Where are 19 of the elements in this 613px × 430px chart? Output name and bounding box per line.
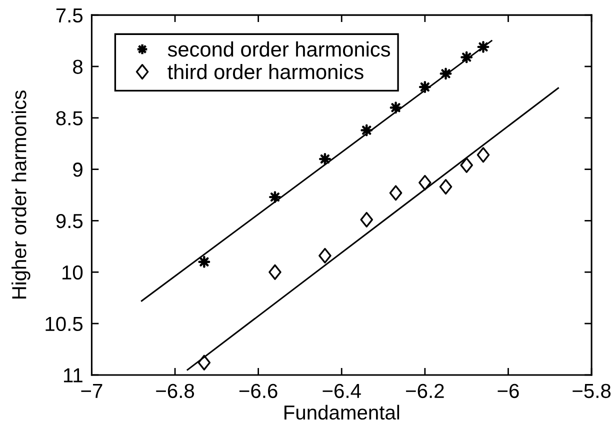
x-tick-label: −6.2 [406,384,444,398]
y-tick-label: 8 [73,60,82,74]
y-tick-label: 9 [73,162,82,177]
y-tick-label: 9.5 [56,214,83,228]
x-tick-label: −6.4 [322,384,361,398]
x-tick-label: −6 [498,384,519,398]
y-tick-label: 11 [64,368,82,382]
y-tick-label: 7.5 [56,8,83,23]
y-tick-label: 10 [62,265,83,280]
legend-label: second order harmonics [168,41,390,57]
y-axis-title: Higher order harmonics [12,90,30,299]
legend-label: third order harmonics [168,64,364,80]
y-tick-label: 8.5 [56,111,83,126]
x-axis-title: Fundamental [284,404,400,420]
x-tick-label: −7 [81,384,102,398]
x-tick-label: −6.8 [156,384,194,398]
y-tick-label: 10.5 [46,316,83,332]
x-tick-label: −5.8 [572,384,611,398]
x-tick-label: −6.6 [239,384,278,398]
